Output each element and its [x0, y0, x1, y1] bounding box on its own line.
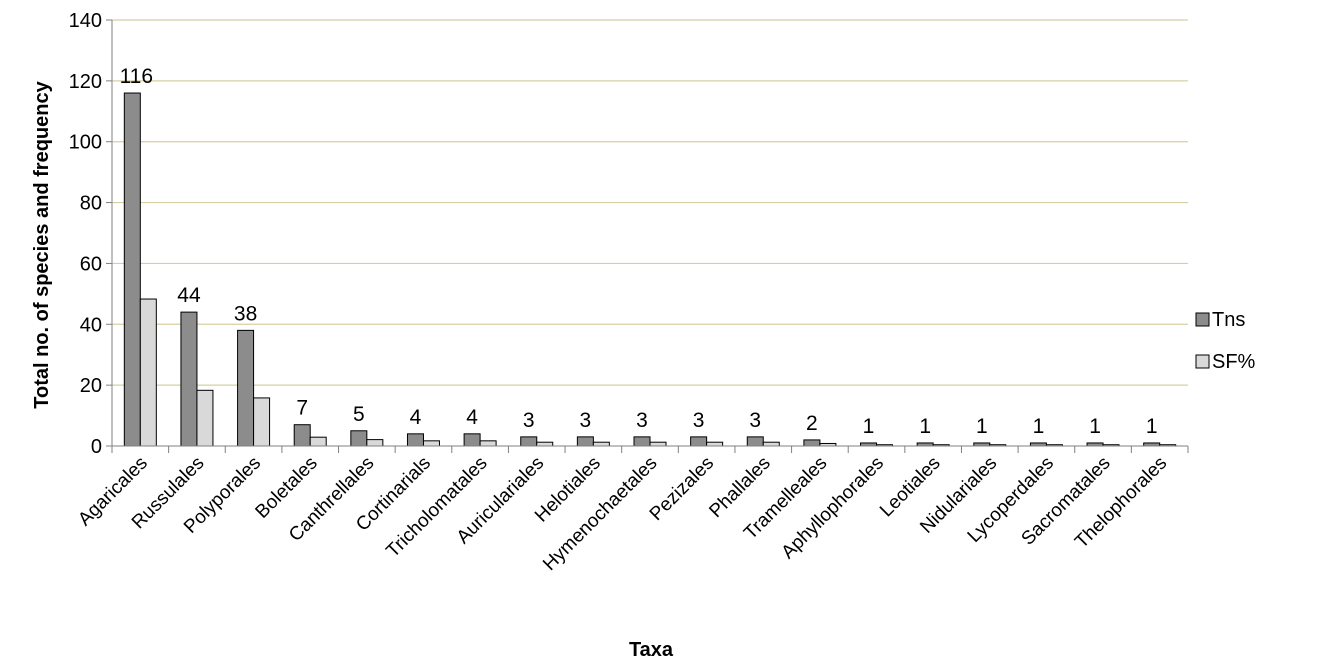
data-label: 3: [636, 409, 648, 432]
data-label: 1: [1089, 415, 1101, 438]
y-tick-label: 140: [69, 10, 102, 32]
legend-swatch: [1195, 354, 1210, 369]
bar-tns-tricholomatales: [463, 433, 481, 447]
bar-tns-phallales: [746, 436, 764, 447]
y-tick-label: 80: [80, 193, 102, 215]
y-tick-label: 0: [91, 436, 102, 458]
data-label: 116: [120, 65, 153, 88]
data-label: 4: [466, 406, 478, 429]
y-tick-label: 100: [69, 132, 102, 154]
bar-sf-russulales: [196, 389, 214, 447]
bar-tns-russulales: [180, 311, 198, 447]
bar-sf-hymenochaetales: [649, 441, 667, 447]
bar-sf-polyporales: [253, 397, 271, 447]
legend-label: Tns: [1212, 309, 1245, 331]
data-label: 1: [1146, 415, 1158, 438]
data-label: 1: [863, 415, 875, 438]
y-tick-label: 60: [80, 253, 102, 275]
bar-tns-polyporales: [237, 329, 255, 447]
legend-label: SF%: [1212, 351, 1256, 373]
bar-tns-helotiales: [576, 436, 594, 447]
gridlines: [112, 19, 1188, 386]
data-label: 3: [749, 409, 761, 432]
bar-sf-boletales: [309, 436, 327, 447]
data-label: 3: [580, 409, 592, 432]
data-label: 1: [919, 415, 931, 438]
legend-swatch: [1195, 312, 1210, 327]
bar-sf-helotiales: [592, 441, 610, 447]
data-label: 4: [410, 406, 422, 429]
category-label: Aphyllophorales: [778, 453, 888, 563]
bar-sf-auriculariales: [536, 441, 554, 447]
data-label: 3: [523, 409, 535, 432]
bar-sf-tricholomatales: [479, 440, 497, 447]
bars: [123, 92, 1177, 447]
bar-sf-cortinarials: [422, 440, 440, 447]
y-tick-labels: 0 20 40 60 80 100 120 140: [69, 10, 102, 458]
category-labels: AgaricalesRussulalesPolyporalesBoletales…: [74, 453, 1171, 575]
data-label: 7: [296, 397, 308, 420]
bar-tns-cortinarials: [406, 433, 424, 447]
bar-tns-boletales: [293, 424, 311, 447]
data-label: 2: [806, 412, 818, 435]
y-tick-label: 120: [69, 71, 102, 93]
bar-sf-phallales: [762, 441, 780, 447]
x-axis-title: Taxa: [629, 639, 674, 661]
bar-tns-canthrellales: [350, 430, 368, 447]
bar-tns-agaricales: [123, 92, 141, 447]
y-tick-label: 20: [80, 375, 102, 397]
legend: Tns SF%: [1195, 309, 1256, 373]
data-label: 5: [353, 403, 365, 426]
y-axis-title: Total no. of species and frequency: [31, 80, 53, 408]
bar-tns-hymenochaetales: [633, 436, 651, 447]
data-label: 38: [234, 302, 257, 325]
y-tick-label: 40: [80, 314, 102, 336]
axes: [106, 19, 1189, 453]
data-label: 3: [693, 409, 705, 432]
bar-sf-pezizales: [706, 441, 724, 447]
data-label: 44: [177, 284, 201, 307]
bar-tns-pezizales: [690, 436, 708, 447]
bar-sf-agaricales: [139, 298, 157, 447]
category-label: Tricholomatales: [382, 453, 491, 562]
bar-sf-canthrellales: [366, 439, 384, 447]
bar-tns-auriculariales: [520, 436, 538, 447]
data-label: 1: [976, 415, 988, 438]
data-label: 1: [1033, 415, 1045, 438]
bar-tns-tramelleales: [803, 439, 821, 447]
